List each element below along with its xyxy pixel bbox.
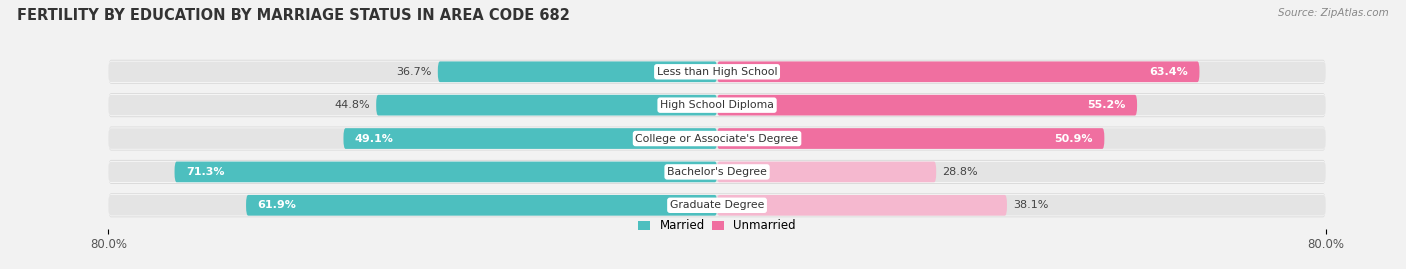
FancyBboxPatch shape xyxy=(108,160,1326,184)
Text: 49.1%: 49.1% xyxy=(354,133,394,144)
Text: 50.9%: 50.9% xyxy=(1054,133,1092,144)
FancyBboxPatch shape xyxy=(174,162,717,182)
Text: 44.8%: 44.8% xyxy=(335,100,370,110)
FancyBboxPatch shape xyxy=(108,194,1326,216)
Text: FERTILITY BY EDUCATION BY MARRIAGE STATUS IN AREA CODE 682: FERTILITY BY EDUCATION BY MARRIAGE STATU… xyxy=(17,8,569,23)
FancyBboxPatch shape xyxy=(717,128,1104,149)
FancyBboxPatch shape xyxy=(343,128,717,149)
FancyBboxPatch shape xyxy=(108,94,1326,116)
Text: Less than High School: Less than High School xyxy=(657,67,778,77)
FancyBboxPatch shape xyxy=(377,95,717,115)
Text: College or Associate's Degree: College or Associate's Degree xyxy=(636,133,799,144)
Text: 71.3%: 71.3% xyxy=(186,167,225,177)
Text: High School Diploma: High School Diploma xyxy=(661,100,773,110)
FancyBboxPatch shape xyxy=(108,93,1326,117)
Text: 61.9%: 61.9% xyxy=(257,200,297,210)
FancyBboxPatch shape xyxy=(717,95,1137,115)
FancyBboxPatch shape xyxy=(108,161,1326,183)
FancyBboxPatch shape xyxy=(717,162,936,182)
Text: 36.7%: 36.7% xyxy=(396,67,432,77)
FancyBboxPatch shape xyxy=(108,193,1326,217)
FancyBboxPatch shape xyxy=(108,126,1326,151)
FancyBboxPatch shape xyxy=(246,195,717,216)
FancyBboxPatch shape xyxy=(437,61,717,82)
FancyBboxPatch shape xyxy=(108,95,1326,115)
Legend: Married, Unmarried: Married, Unmarried xyxy=(634,215,800,237)
FancyBboxPatch shape xyxy=(717,195,1007,216)
Text: 55.2%: 55.2% xyxy=(1087,100,1126,110)
FancyBboxPatch shape xyxy=(108,162,1326,182)
Text: Bachelor's Degree: Bachelor's Degree xyxy=(666,167,768,177)
Text: 28.8%: 28.8% xyxy=(942,167,979,177)
Text: Source: ZipAtlas.com: Source: ZipAtlas.com xyxy=(1278,8,1389,18)
FancyBboxPatch shape xyxy=(108,61,1326,83)
FancyBboxPatch shape xyxy=(717,61,1199,82)
FancyBboxPatch shape xyxy=(108,61,1326,82)
Text: 38.1%: 38.1% xyxy=(1014,200,1049,210)
FancyBboxPatch shape xyxy=(108,128,1326,150)
Text: Graduate Degree: Graduate Degree xyxy=(669,200,765,210)
FancyBboxPatch shape xyxy=(108,128,1326,149)
Text: 63.4%: 63.4% xyxy=(1149,67,1188,77)
FancyBboxPatch shape xyxy=(108,195,1326,216)
FancyBboxPatch shape xyxy=(108,60,1326,84)
